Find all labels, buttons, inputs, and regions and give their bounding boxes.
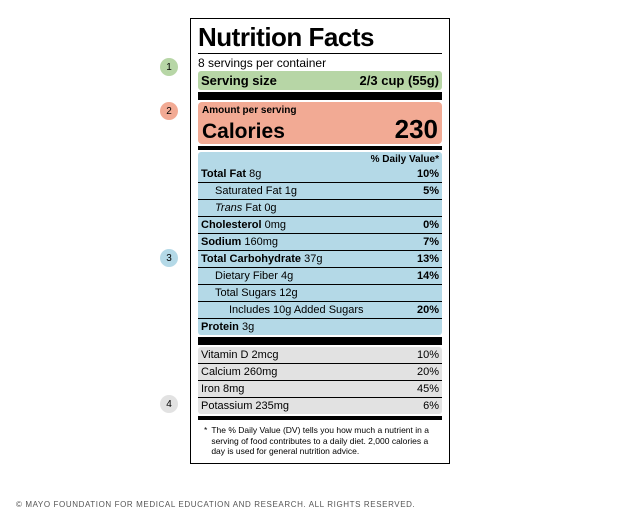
calories-value: 230 <box>395 116 438 142</box>
nutrition-label: Nutrition Facts 8 servings per container… <box>190 18 450 464</box>
nutrient-row: Total Fat 8g10% <box>198 166 442 182</box>
callout-3: 3 <box>160 249 178 267</box>
calories-block: Amount per serving Calories 230 <box>198 102 442 144</box>
calories-label: Calories <box>202 121 285 142</box>
servings-per-container: 8 servings per container <box>198 55 442 71</box>
label-title: Nutrition Facts <box>198 24 442 52</box>
nutrient-row: Sodium 160mg7% <box>198 233 442 250</box>
callout-2: 2 <box>160 102 178 120</box>
serving-size-value: 2/3 cup (55g) <box>360 73 439 88</box>
nutrient-row: Saturated Fat 1g5% <box>198 182 442 199</box>
vitamins-section: Vitamin D 2mcg10%Calcium 260mg20%Iron 8m… <box>198 347 442 414</box>
nutrient-row: Total Sugars 12g <box>198 284 442 301</box>
nutrient-row: Trans Fat 0g <box>198 199 442 216</box>
nutrient-row: Protein 3g <box>198 318 442 335</box>
dv-header: % Daily Value* <box>198 152 442 166</box>
callout-4: 4 <box>160 395 178 413</box>
footnote-text: The % Daily Value (DV) tells you how muc… <box>211 425 436 457</box>
nutrient-row: Includes 10g Added Sugars20% <box>198 301 442 318</box>
callout-1: 1 <box>160 58 178 76</box>
vitamin-row: Potassium 235mg6% <box>198 397 442 414</box>
nutrient-row: Cholesterol 0mg0% <box>198 216 442 233</box>
nutrient-row: Total Carbohydrate 37g13% <box>198 250 442 267</box>
vitamin-row: Calcium 260mg20% <box>198 363 442 380</box>
serving-size-label: Serving size <box>201 73 277 88</box>
copyright: © MAYO FOUNDATION FOR MEDICAL EDUCATION … <box>16 500 415 509</box>
footnote: * The % Daily Value (DV) tells you how m… <box>198 422 442 457</box>
serving-size-row: Serving size 2/3 cup (55g) <box>198 71 442 90</box>
vitamin-row: Iron 8mg45% <box>198 380 442 397</box>
vitamin-row: Vitamin D 2mcg10% <box>198 347 442 363</box>
nutrient-row: Dietary Fiber 4g14% <box>198 267 442 284</box>
nutrients-section: % Daily Value* Total Fat 8g10%Saturated … <box>198 152 442 335</box>
